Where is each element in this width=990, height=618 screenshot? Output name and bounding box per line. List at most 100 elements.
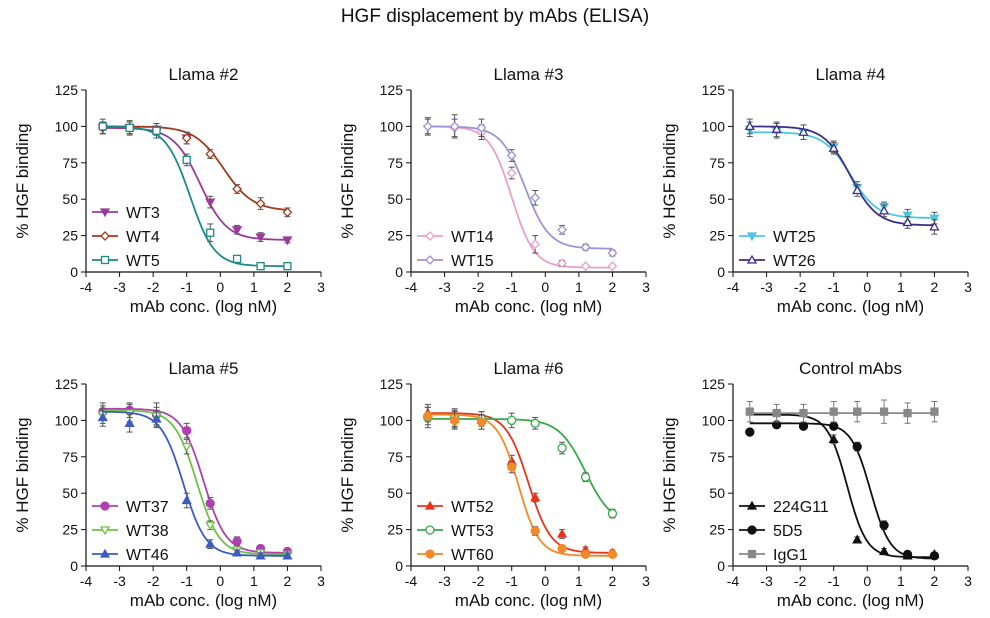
y-tick-label: 50 <box>62 485 78 501</box>
data-point <box>530 492 541 502</box>
legend-item: WT5 <box>92 253 160 270</box>
x-tick-label: 1 <box>250 573 258 589</box>
legend-marker <box>746 500 758 510</box>
legend-marker <box>425 525 435 535</box>
legend-label: WT15 <box>451 253 494 270</box>
y-tick-label: 25 <box>387 228 403 244</box>
y-tick-label: 75 <box>62 155 78 171</box>
data-point <box>152 126 161 135</box>
data-point <box>255 198 266 209</box>
y-tick-label: 25 <box>62 228 78 244</box>
data-point <box>829 421 839 431</box>
x-axis-label: mAb conc. (log nM) <box>777 591 924 610</box>
legend-label: WT37 <box>126 499 169 516</box>
x-tick-label: -2 <box>794 279 807 295</box>
x-tick-label: 3 <box>964 279 972 295</box>
y-tick-label: 50 <box>387 191 403 207</box>
legend-item: WT3 <box>92 205 160 222</box>
data-point <box>181 133 192 143</box>
data-point <box>232 536 242 546</box>
y-tick-label: 0 <box>70 264 78 280</box>
y-tick-label: 50 <box>709 191 725 207</box>
data-point <box>282 236 293 246</box>
x-tick-label: -2 <box>472 279 485 295</box>
y-tick-label: 100 <box>55 412 79 428</box>
y-axis-label: % HGF binding <box>13 123 32 238</box>
data-point <box>744 121 755 131</box>
chart-panel-4: Llama #5 0 25 50 75 100 125 -4 -3 -2 -1 0 1 2 3 mAb con… <box>13 359 325 610</box>
data-point <box>903 408 912 418</box>
data-point <box>828 142 839 152</box>
legend-label: WT4 <box>126 229 160 246</box>
x-tick-label: -1 <box>827 279 840 295</box>
chart-title: Llama #2 <box>169 65 239 84</box>
data-point <box>205 149 216 159</box>
data-point <box>205 538 216 548</box>
x-tick-label: -4 <box>80 573 93 589</box>
y-tick-label: 100 <box>380 118 404 134</box>
data-point <box>125 123 134 133</box>
data-point <box>607 549 618 560</box>
y-tick-label: 100 <box>702 412 726 428</box>
chart-panel-5: Llama #6 0 25 50 75 100 125 -4 -3 -2 -1 0 1 2 3 mAb con… <box>338 359 650 610</box>
y-tick-label: 125 <box>702 82 726 98</box>
data-point <box>772 408 781 418</box>
data-point <box>902 217 913 227</box>
x-tick-label: 0 <box>216 279 224 295</box>
chart-title: Llama #4 <box>816 65 886 84</box>
data-point <box>580 472 591 482</box>
y-tick-label: 125 <box>702 376 726 392</box>
fit-curve <box>749 131 935 219</box>
data-point <box>798 421 809 431</box>
y-tick-label: 0 <box>70 558 78 574</box>
series-WT3 <box>97 121 293 246</box>
data-point <box>929 551 940 561</box>
data-point <box>476 122 487 133</box>
data-point <box>828 434 839 443</box>
y-tick-label: 100 <box>380 412 404 428</box>
fit-curve <box>102 410 288 557</box>
data-point <box>282 550 293 560</box>
legend-label: WT46 <box>126 547 169 564</box>
legend-label: 5D5 <box>773 523 802 540</box>
x-tick-label: -1 <box>505 573 518 589</box>
x-tick-label: 1 <box>575 279 583 295</box>
y-tick-label: 125 <box>380 376 404 392</box>
series-WT15 <box>422 114 618 258</box>
x-tick-label: 2 <box>931 573 939 589</box>
data-point <box>607 261 618 272</box>
data-point <box>283 262 292 271</box>
data-point <box>852 534 863 544</box>
data-point <box>852 441 862 452</box>
data-point <box>282 207 293 218</box>
legend-marker <box>746 254 758 264</box>
data-point <box>449 415 460 426</box>
data-point <box>745 427 755 437</box>
y-tick-label: 50 <box>387 485 403 501</box>
legend-label: IgG1 <box>773 547 808 564</box>
data-point <box>771 124 782 133</box>
x-tick-label: 2 <box>284 573 292 589</box>
x-axis-label: mAb conc. (log nM) <box>455 591 602 610</box>
data-point <box>930 407 939 416</box>
x-tick-label: 2 <box>609 573 617 589</box>
x-tick-label: -3 <box>760 279 773 295</box>
x-tick-label: -4 <box>405 279 418 295</box>
y-tick-label: 0 <box>395 558 403 574</box>
chart-panel-2: Llama #3 0 25 50 75 100 125 -4 -3 -2 -1 0 1 2 3 mAb con… <box>338 65 650 316</box>
legend-marker <box>100 255 110 265</box>
data-point <box>879 407 889 416</box>
legend-marker <box>425 231 435 241</box>
data-point <box>507 462 517 472</box>
series-WT26 <box>744 118 940 235</box>
y-tick-label: 25 <box>62 522 78 538</box>
data-point <box>829 407 838 416</box>
data-point <box>182 155 191 165</box>
data-point <box>151 413 162 423</box>
x-tick-label: -2 <box>794 573 807 589</box>
x-tick-label: 0 <box>541 573 549 589</box>
data-point <box>205 521 216 531</box>
chart-title: Llama #5 <box>169 359 239 378</box>
legend-label: WT52 <box>451 499 494 516</box>
series-WT60 <box>423 406 618 560</box>
